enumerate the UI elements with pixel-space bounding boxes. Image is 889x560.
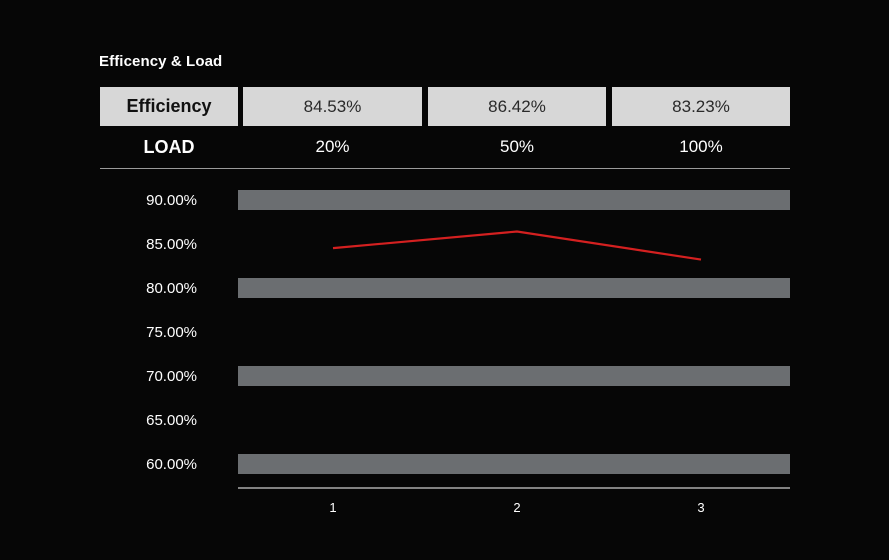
y-tick-label: 65.00% bbox=[146, 412, 197, 429]
series-line bbox=[332, 230, 702, 261]
load-cell-2: 50% bbox=[499, 137, 535, 156]
table-divider bbox=[100, 168, 790, 169]
efficiency-row-label: Efficiency bbox=[100, 87, 238, 126]
y-tick-label: 60.00% bbox=[146, 456, 197, 473]
y-tick-label: 85.00% bbox=[146, 236, 197, 253]
x-tick-label: 1 bbox=[329, 500, 336, 515]
y-tick-label: 75.00% bbox=[146, 324, 197, 341]
grid-band bbox=[238, 190, 790, 210]
load-cell-3: 100% bbox=[679, 137, 723, 156]
grid-band bbox=[238, 454, 790, 474]
grid-band bbox=[238, 278, 790, 298]
y-tick-label: 80.00% bbox=[146, 280, 197, 297]
chart-title: Efficency & Load bbox=[99, 53, 223, 70]
x-tick-label: 2 bbox=[513, 500, 520, 515]
load-row-label: LOAD bbox=[143, 136, 195, 157]
efficiency-cell-3: 83.23% bbox=[612, 87, 790, 126]
x-tick-label: 3 bbox=[697, 500, 704, 515]
y-tick-label: 70.00% bbox=[146, 368, 197, 385]
load-cell-1: 20% bbox=[315, 137, 350, 156]
grid-band bbox=[238, 366, 790, 386]
y-tick-label: 90.00% bbox=[146, 192, 197, 209]
efficiency-cell-2: 86.42% bbox=[428, 87, 606, 126]
efficiency-cell-1: 84.53% bbox=[243, 87, 422, 126]
